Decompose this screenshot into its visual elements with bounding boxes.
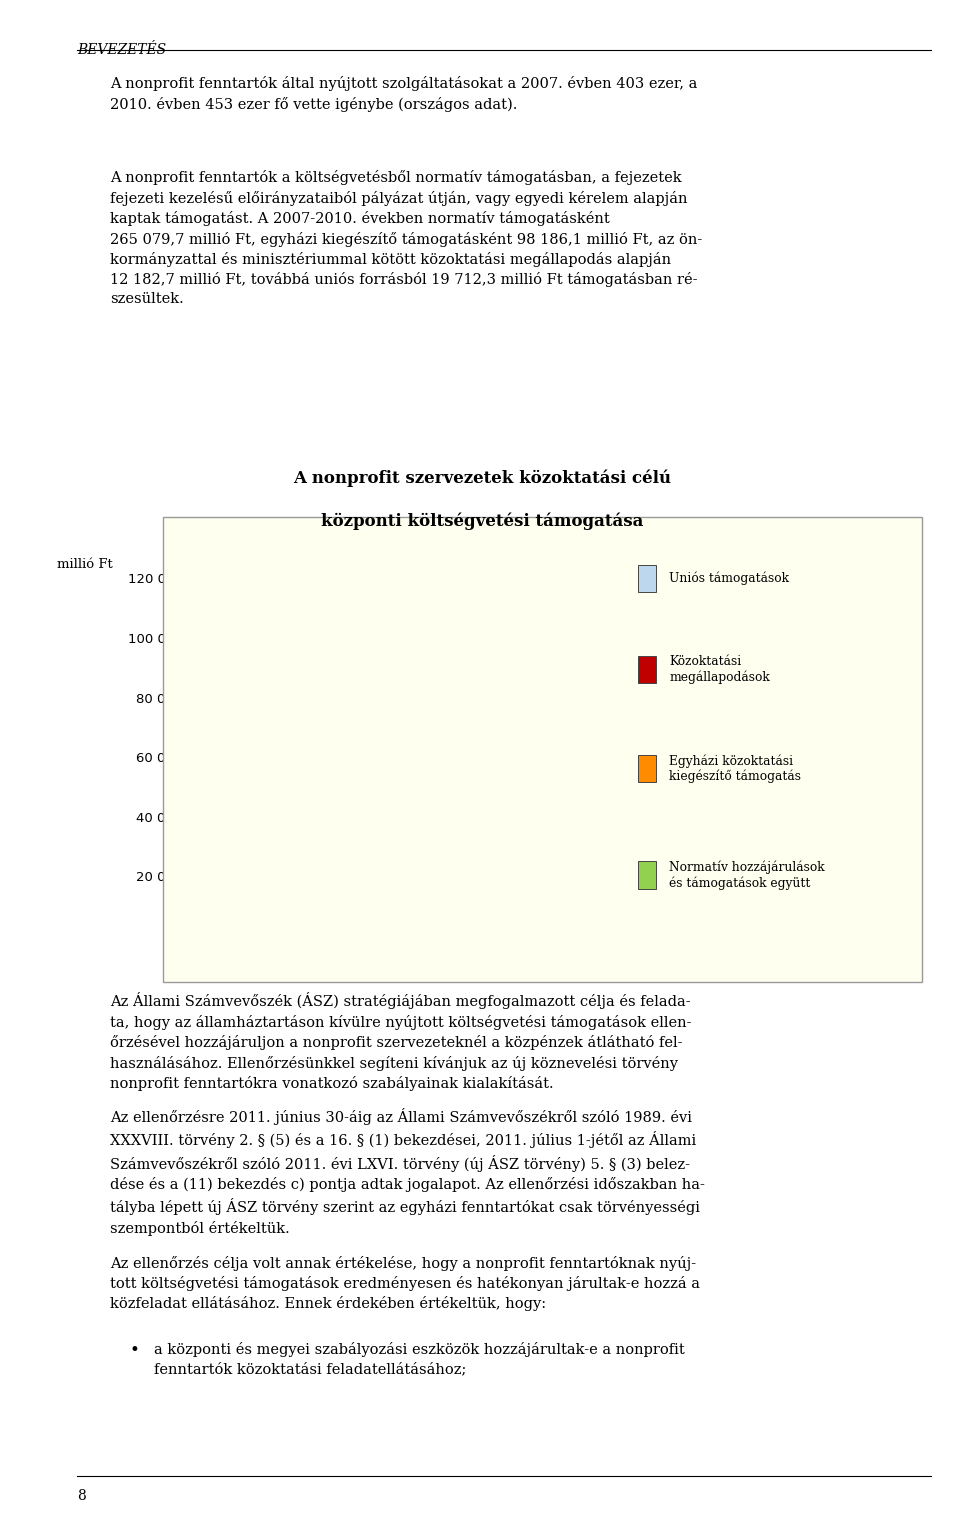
Bar <box>427 729 485 936</box>
Bar <box>216 658 274 667</box>
Text: 8: 8 <box>77 1489 85 1502</box>
Bar <box>427 648 485 729</box>
Bar <box>322 682 379 756</box>
Text: év: év <box>636 965 652 979</box>
Bar <box>533 741 590 936</box>
Text: A nonprofit szervezetek közoktatási célú: A nonprofit szervezetek közoktatási célú <box>293 470 671 487</box>
Text: Az ellenőrzés célja volt annak értékelése, hogy a nonprofit fenntartóknak nyúj-
: Az ellenőrzés célja volt annak értékelés… <box>110 1256 701 1312</box>
Bar <box>427 642 485 648</box>
Bar <box>427 618 485 642</box>
Text: Az ellenőrzésre 2011. június 30-áig az Állami Számvevőszékről szóló 1989. évi
XX: Az ellenőrzésre 2011. június 30-áig az Á… <box>110 1108 706 1236</box>
Bar <box>533 665 590 674</box>
Text: A nonprofit fenntartók a költségvetésből normatív támogatásban, a fejezetek
feje: A nonprofit fenntartók a költségvetésből… <box>110 170 703 306</box>
Bar <box>216 667 274 734</box>
Text: központi költségvetési támogatása: központi költségvetési támogatása <box>321 513 643 530</box>
Text: Az Állami Számvevőszék (ÁSZ) stratégiájában megfogalmazott célja és felada-
ta, : Az Állami Számvevőszék (ÁSZ) stratégiájá… <box>110 992 692 1091</box>
Bar <box>533 674 590 741</box>
Text: millió Ft: millió Ft <box>57 559 112 571</box>
Text: Normatív hozzájárulások
és támogatások együtt: Normatív hozzájárulások és támogatások e… <box>669 860 825 890</box>
Text: A nonprofit fenntartók által nyújtott szolgáltatásokat a 2007. évben 403 ezer, a: A nonprofit fenntartók által nyújtott sz… <box>110 76 698 111</box>
Text: Egyházi közoktatási
kiegészítő támogatás: Egyházi közoktatási kiegészítő támogatás <box>669 753 802 784</box>
Text: Közoktatási
megállapodások: Közoktatási megállapodások <box>669 656 770 683</box>
Text: BEVEZETÉS: BEVEZETÉS <box>77 43 166 56</box>
Bar <box>533 633 590 665</box>
Bar <box>322 671 379 682</box>
Text: Uniós támogatások: Uniós támogatások <box>669 572 789 584</box>
Text: a központi és megyei szabályozási eszközök hozzájárultak-e a nonprofit
fenntartó: a központi és megyei szabályozási eszköz… <box>154 1342 684 1376</box>
Bar <box>322 756 379 936</box>
Text: •: • <box>130 1342 139 1359</box>
Bar <box>216 734 274 936</box>
